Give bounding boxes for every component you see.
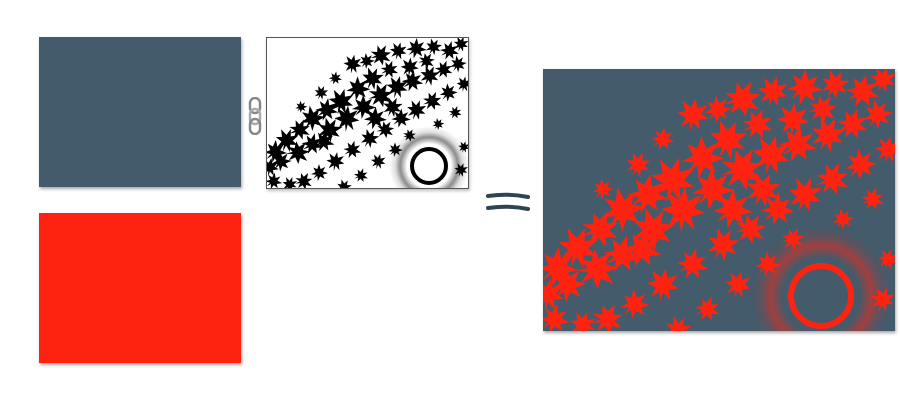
maple-leaf bbox=[280, 174, 300, 188]
leaf-mask-layer bbox=[266, 37, 469, 189]
maple-leaf bbox=[399, 56, 420, 78]
equals-sign-icon bbox=[486, 192, 530, 211]
maple-leaf bbox=[383, 73, 411, 101]
maple-leaf bbox=[435, 80, 461, 106]
maple-leaf bbox=[267, 169, 285, 188]
glow-ring-inner bbox=[788, 263, 854, 329]
glow-ring-outer bbox=[389, 126, 468, 188]
leaf-mask-graphic bbox=[267, 38, 468, 188]
maple-leaf bbox=[333, 176, 355, 188]
composite-result-graphic bbox=[543, 69, 895, 331]
maple-leaf bbox=[340, 137, 365, 162]
maple-leaf bbox=[446, 104, 464, 122]
chain-link-icon bbox=[248, 97, 262, 135]
maple-leaf bbox=[455, 75, 468, 94]
overlay-color-layer bbox=[39, 213, 241, 363]
glow-ring-inner bbox=[410, 147, 448, 185]
maple-leaf bbox=[369, 151, 388, 171]
maple-leaf bbox=[420, 89, 445, 113]
composite-result-layer bbox=[543, 69, 895, 331]
glow-ring-outer bbox=[751, 226, 891, 331]
maple-leaf bbox=[307, 161, 331, 185]
maple-leaf bbox=[356, 125, 383, 152]
base-color-layer bbox=[39, 37, 241, 187]
maple-leaf bbox=[387, 40, 409, 62]
maple-leaf bbox=[326, 69, 345, 88]
maple-leaf bbox=[351, 166, 371, 185]
maple-leaf bbox=[324, 150, 347, 173]
maple-leaf bbox=[341, 53, 364, 76]
maple-leaf bbox=[292, 98, 310, 116]
maple-leaf bbox=[292, 170, 315, 188]
